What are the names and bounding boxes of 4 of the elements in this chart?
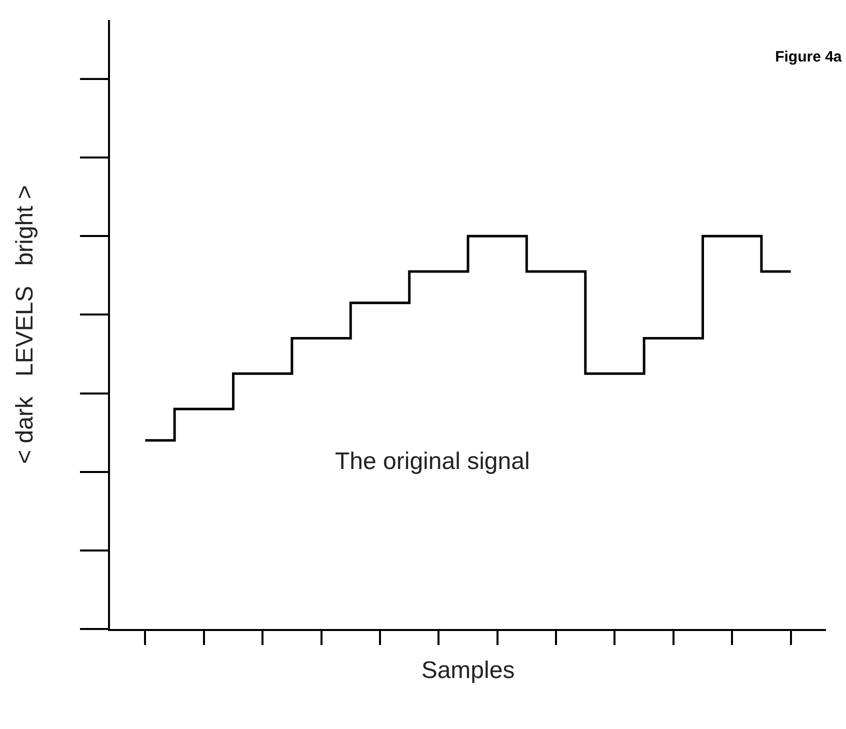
chart-title: Figure 4a bbox=[775, 48, 842, 66]
annotation: The original signal bbox=[335, 448, 530, 475]
x-axis-title: Samples bbox=[421, 657, 515, 684]
y-axis-title: < dark LEVELS bright > bbox=[12, 185, 39, 464]
